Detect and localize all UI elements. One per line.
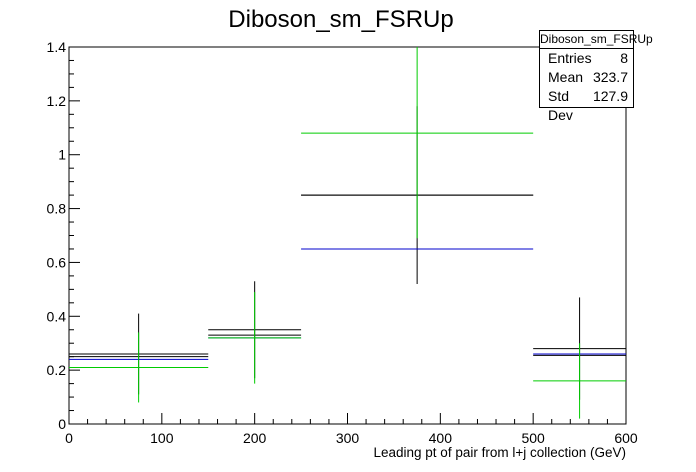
x-tick-label: 0 bbox=[65, 430, 73, 446]
x-tick-label: 100 bbox=[150, 430, 174, 446]
y-tick-label: 1 bbox=[58, 147, 66, 163]
stats-stddev-label: Std Dev bbox=[548, 88, 573, 123]
y-tick-label: 0.8 bbox=[47, 201, 67, 217]
x-tick-label: 600 bbox=[614, 430, 638, 446]
stats-entries-value: 8 bbox=[620, 50, 628, 66]
y-tick-label: 0.6 bbox=[47, 254, 67, 270]
stats-box: Diboson_sm_FSRUp Entries 8 Mean 323.7 St… bbox=[539, 30, 653, 123]
x-tick-label: 300 bbox=[336, 430, 360, 446]
x-tick-label: 500 bbox=[521, 430, 545, 446]
y-tick-label: 0.2 bbox=[47, 362, 67, 378]
y-tick-label: 0.4 bbox=[47, 308, 67, 324]
stats-row-mean: Mean 323.7 bbox=[540, 68, 633, 87]
stats-mean-value: 323.7 bbox=[592, 69, 628, 85]
stats-entries-label: Entries bbox=[548, 50, 592, 66]
chart-title: Diboson_sm_FSRUp bbox=[228, 6, 453, 33]
stats-mean-label: Mean bbox=[548, 69, 584, 85]
y-tick-label: 0 bbox=[58, 416, 66, 432]
stats-row-entries: Entries 8 bbox=[540, 49, 633, 68]
stats-row-stddev: Std Dev 127.9 bbox=[540, 87, 633, 123]
x-axis-title: Leading pt of pair from l+j collection (… bbox=[374, 445, 627, 460]
x-tick-label: 400 bbox=[429, 430, 453, 446]
y-tick-label: 1.2 bbox=[47, 93, 67, 109]
y-tick-label: 1.4 bbox=[47, 39, 67, 55]
stats-stddev-value: 127.9 bbox=[592, 88, 628, 104]
x-tick-label: 200 bbox=[243, 430, 267, 446]
plot-area: 0 100 200 300 400 500 600 0 0.2 0.4 0.6 0.8 1 1.2 1.4 bbox=[47, 39, 638, 446]
stats-title: Diboson_sm_FSRUp bbox=[540, 31, 653, 49]
